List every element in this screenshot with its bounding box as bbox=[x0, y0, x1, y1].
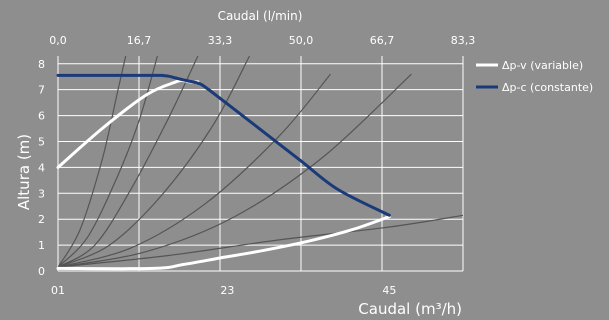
y-tick-label: 1 bbox=[38, 239, 45, 252]
y-tick-label: 2 bbox=[38, 213, 45, 226]
legend-label-constante: Δp-c (constante) bbox=[502, 81, 593, 94]
series-line-constante bbox=[56, 73, 391, 217]
series-line-variable bbox=[56, 215, 391, 271]
y-axis-title: Altura (m) bbox=[15, 134, 33, 210]
x2-tick-label: 0,0 bbox=[49, 34, 67, 47]
y-tick-label: 8 bbox=[38, 58, 45, 71]
system-curve bbox=[58, 73, 331, 268]
system-curve bbox=[58, 55, 199, 268]
series-line-variable bbox=[56, 78, 200, 169]
grid bbox=[57, 56, 464, 272]
system-curve bbox=[58, 55, 158, 268]
y-tick-label: 5 bbox=[38, 135, 45, 148]
system-curves bbox=[58, 55, 463, 268]
x2-tick-label: 83,3 bbox=[451, 34, 476, 47]
x2-tick-label: 66,7 bbox=[370, 34, 395, 47]
y-tick-label: 6 bbox=[38, 110, 45, 123]
system-curve bbox=[58, 55, 127, 268]
x2-tick-label: 50,0 bbox=[289, 34, 314, 47]
x2-tick-label: 33,3 bbox=[208, 34, 233, 47]
x2-axis-title: Caudal (l/min) bbox=[218, 9, 303, 23]
x2-tick-label: 16,7 bbox=[127, 34, 152, 47]
y-tick-label: 0 bbox=[38, 265, 45, 278]
legend-label-variable: Δp-v (variable) bbox=[502, 59, 583, 72]
y-tick-label: 4 bbox=[38, 161, 45, 174]
system-curve bbox=[58, 55, 251, 268]
y-tick-label: 3 bbox=[38, 187, 45, 200]
x-tick-label: 01 bbox=[51, 284, 65, 297]
y-tick-label: 7 bbox=[38, 84, 45, 97]
series bbox=[56, 73, 391, 271]
system-curve bbox=[58, 214, 463, 268]
x-tick-label: 45 bbox=[382, 284, 396, 297]
system-curve bbox=[58, 73, 412, 268]
legend: Δp-v (variable) Δp-c (constante) bbox=[476, 59, 593, 94]
x-tick-label: 23 bbox=[220, 284, 234, 297]
x-axis-title: Caudal (m³/h) bbox=[358, 300, 462, 318]
